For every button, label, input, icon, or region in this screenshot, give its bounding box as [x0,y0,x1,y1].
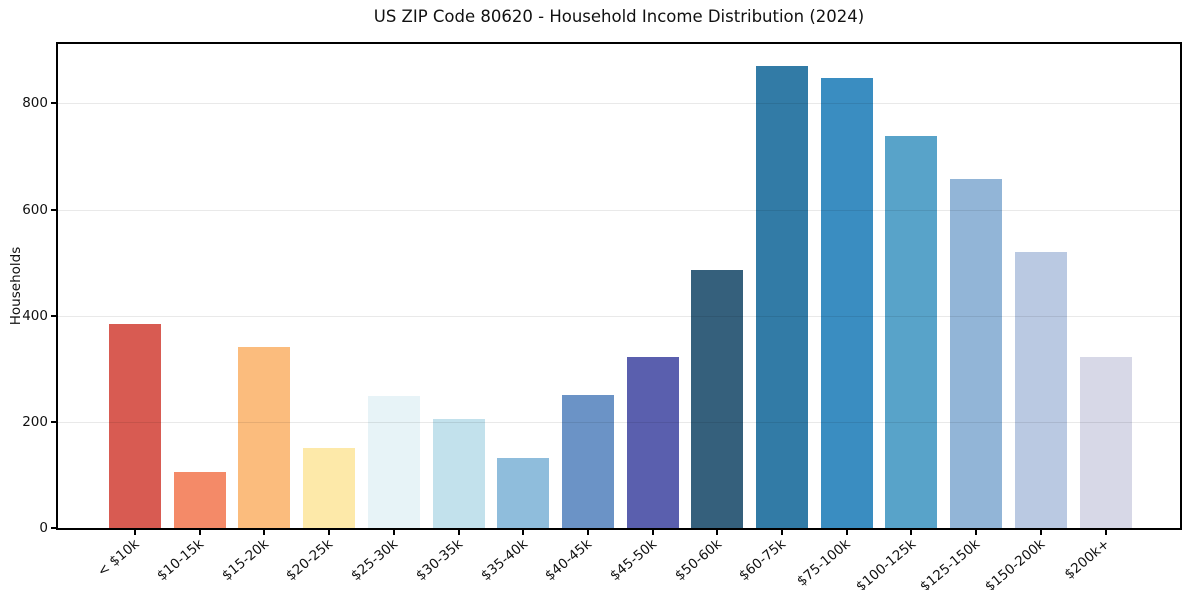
x-tick-mark [263,530,266,535]
plot-area [58,44,1180,528]
x-tick-label-text: $20-25k [283,536,337,585]
x-tick-label-text: $200k+ [1061,536,1113,583]
x-tick-mark [328,530,331,535]
x-tick-label-text: $35-40k [477,536,531,585]
x-tick-mark [975,530,978,535]
x-tick-label-text: < $10k [94,536,143,580]
x-tick-mark [392,530,395,535]
x-tick-mark [522,530,525,535]
x-tick-mark [1039,530,1042,535]
x-tick-label-text: $150-200k [982,536,1049,590]
y-tick-label: 800 [22,95,48,112]
x-tick-mark [1104,530,1107,535]
y-tick-mark [51,527,56,529]
x-tick-mark [651,530,654,535]
gridline [58,421,1180,423]
bar [303,448,356,528]
x-tick-label-text: $125-150k [917,536,984,590]
bar [691,269,744,528]
bar [497,457,550,528]
y-tick-label: 200 [22,413,48,430]
y-tick-mark [51,314,56,317]
x-tick-label-text: $50-60k [671,536,725,585]
bar [756,66,808,528]
x-tick-mark [716,530,719,535]
x-tick-label-text: $75-100k [794,536,854,590]
y-tick-mark [51,208,56,211]
x-tick-label-text: $45-50k [606,536,660,585]
y-tick-label: 600 [22,201,48,218]
bar [626,356,679,528]
x-tick-mark [845,530,848,535]
bar [1014,251,1067,528]
bar [1079,357,1132,528]
x-tick-mark [910,530,913,535]
x-tick-label-text: $10-15k [154,536,207,585]
gridline [58,103,1180,105]
x-tick-label-text: $60-75k [736,536,790,585]
x-tick-mark [134,530,136,535]
x-tick-mark [781,530,783,535]
bar [820,77,873,528]
x-tick-mark [586,530,589,535]
x-tick-label-text: $40-45k [542,536,596,585]
x-tick-label-text: $100-125k [852,536,919,590]
y-tick-mark [51,102,56,105]
x-tick-label-text: $15-20k [218,536,272,585]
x-tick-label-text: $25-30k [348,536,402,585]
x-tick-label-text: $30-35k [412,536,466,585]
x-tick-mark [198,530,201,535]
bar [432,418,485,528]
bar [885,136,938,528]
y-tick-mark [51,420,56,423]
bar [367,395,420,528]
y-tick-label: 400 [22,307,48,324]
chart-title: US ZIP Code 80620 - Household Income Dis… [373,7,865,26]
bar [109,323,161,528]
bar [950,179,1003,528]
gridline [58,315,1180,317]
x-tick-mark [457,530,460,535]
gridline [58,209,1180,211]
bar [238,347,291,528]
bar [561,394,614,528]
bar [173,471,226,528]
y-tick-label: 0 [39,520,48,536]
